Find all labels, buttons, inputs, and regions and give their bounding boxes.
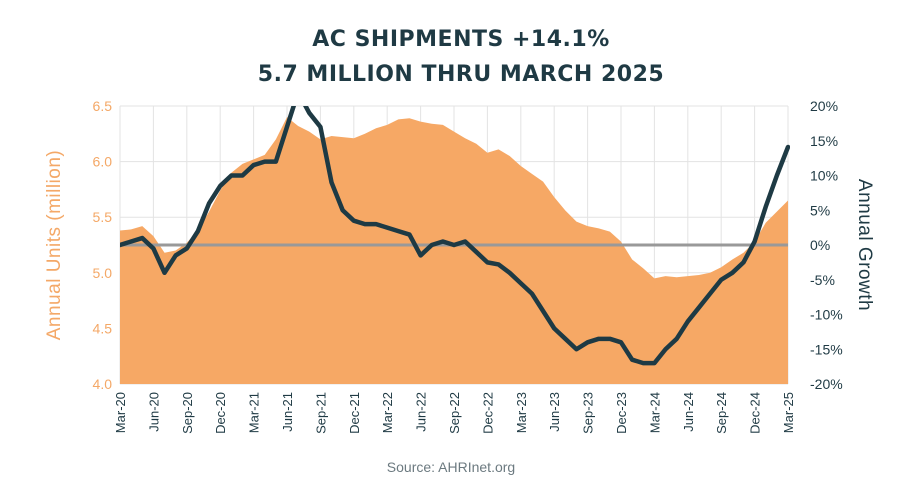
x-tick-label: Dec-23 xyxy=(614,392,629,434)
right-axis-ticks: -20% -15% -10% -5% 0% 5% 10% 15% 20% xyxy=(810,98,843,392)
x-tick-label: Dec-21 xyxy=(347,392,362,434)
x-tick-label: Jun-24 xyxy=(681,392,696,432)
chart-title-line2: 5.7 MILLION THRU MARCH 2025 xyxy=(258,62,664,87)
left-tick-label: 5.0 xyxy=(93,265,113,281)
left-tick-label: 6.5 xyxy=(93,98,113,114)
right-tick-label: 0% xyxy=(810,237,830,253)
x-tick-label: Mar-22 xyxy=(380,392,395,433)
left-tick-label: 6.0 xyxy=(93,154,113,170)
x-tick-label: Mar-24 xyxy=(647,392,662,433)
x-tick-label: Dec-24 xyxy=(748,392,763,434)
right-tick-label: -15% xyxy=(810,341,843,357)
left-tick-label: 4.5 xyxy=(93,320,113,336)
x-tick-label: Jun-22 xyxy=(414,392,429,432)
x-tick-label: Sep-24 xyxy=(714,392,729,434)
x-tick-label: Mar-21 xyxy=(247,392,262,433)
left-tick-label: 4.0 xyxy=(93,376,113,392)
x-tick-label: Mar-25 xyxy=(781,392,796,433)
x-tick-label: Jun-21 xyxy=(280,392,295,432)
right-tick-label: 5% xyxy=(810,202,830,218)
units-area xyxy=(120,117,788,385)
growth-line-layer xyxy=(120,106,790,366)
x-tick-label: Jun-23 xyxy=(547,392,562,432)
x-tick-label: Dec-20 xyxy=(213,392,228,434)
growth-line xyxy=(120,106,790,366)
source-note: Source: AHRInet.org xyxy=(387,459,515,475)
right-tick-label: -10% xyxy=(810,307,843,323)
x-tick-label: Sep-23 xyxy=(581,392,596,434)
right-tick-label: 15% xyxy=(810,133,838,149)
right-tick-label: -20% xyxy=(810,376,843,392)
left-axis-label: Annual Units (million) xyxy=(44,150,65,341)
right-tick-label: -5% xyxy=(810,272,835,288)
left-tick-label: 5.5 xyxy=(93,209,113,225)
right-tick-label: 10% xyxy=(810,168,838,184)
right-axis-label: Annual Growth xyxy=(854,179,875,311)
x-tick-label: Sep-20 xyxy=(180,392,195,434)
left-axis-ticks: 4.0 4.5 5.0 5.5 6.0 6.5 xyxy=(93,98,113,392)
x-tick-label: Mar-23 xyxy=(514,392,529,433)
units-area-layer xyxy=(120,117,788,385)
x-tick-label: Mar-20 xyxy=(113,392,128,433)
x-tick-label: Jun-20 xyxy=(146,392,161,432)
x-tick-label: Sep-21 xyxy=(313,392,328,434)
x-axis-ticks: Mar-20 Jun-20 Sep-20 Dec-20 Mar-21 Jun-21 Sep-… xyxy=(113,392,796,434)
chart-title-line1: AC SHIPMENTS +14.1% xyxy=(312,27,610,52)
x-tick-label: Sep-22 xyxy=(447,392,462,434)
x-tick-label: Dec-22 xyxy=(480,392,495,434)
right-tick-label: 20% xyxy=(810,98,838,114)
